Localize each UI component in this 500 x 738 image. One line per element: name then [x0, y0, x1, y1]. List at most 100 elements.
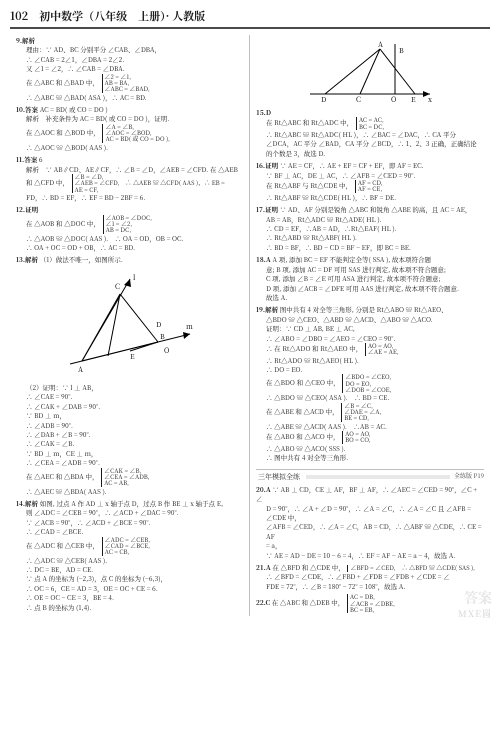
line: 故选 A.	[266, 293, 484, 302]
line: ∴ 图中共有 4 对全等三角形.	[266, 453, 484, 462]
q9: 9.解析 理由：∵ AD、BC 分别平分 ∠CAB、∠DBA， ∴ ∠CAB =…	[16, 36, 243, 102]
line: ∴ △AOB ≌ △DOC( AAS ). ∴ OA = OD，OB = OC.	[26, 234, 243, 243]
line: ∴ ∠CAE = 90°.	[26, 392, 243, 401]
q21: 21.A 在 △BFD 和 △CDE 中， ∠BFD = ∠CED, ∴ △BF…	[256, 563, 484, 591]
line: 在 △ADC 和 △CEB 中， ∠ADC = ∠CEB,∠CAD = ∠BCE…	[26, 537, 243, 556]
line: ∴ △ABE ≌ △ACD( AAS ). ∴AB = AC.	[266, 422, 484, 431]
line: ∴ Rt△ABF ≌ Rt△CDE( HL )，∴ BF = DE.	[266, 193, 484, 202]
line: 在 △AOB 和 △DOC 中， ∠AOB = ∠DOC,∠1 = ∠2,AB …	[26, 215, 243, 234]
q20-lead: ∵ AB ⊥ CD，CE ⊥ AF，BF ⊥ AF，∴ ∠AEC = ∠CED …	[256, 485, 477, 503]
line: ∴ 在 Rt△ADO 和 Rt△AEO 中， AO = AO,∠AE = AE,	[266, 343, 484, 356]
q14-label: 14.解析	[16, 499, 38, 508]
svg-text:O: O	[164, 346, 169, 356]
q20-body: D = 90°，∴ ∠A + ∠D = 90°，∴ ∠A = ∠C，∴ ∠A =…	[256, 504, 484, 561]
svg-text:D: D	[156, 320, 161, 330]
q21-lead: 在 △BFD 和 △CDE 中， ∠BFD = ∠CED, ∴ △BFD ≌ △…	[272, 563, 478, 572]
q22: 22.C 在 △ABC 和 △DEB 中， AC = DB,∠ACB = ∠DB…	[256, 594, 484, 613]
line: ∴ CD = EF，∴AB = AD，∴Rt△EAF( HL ).	[266, 224, 484, 233]
q20-label: 20.A	[256, 485, 271, 494]
svg-text:E: E	[130, 352, 135, 362]
column-right: D C O E x A B 15.D 在 Rt△ABC 和 Rt△ADC 中， …	[250, 35, 490, 616]
q19-label: 19.解析	[256, 305, 278, 314]
line: ∴ ∠CAK = ∠B.	[26, 439, 243, 448]
q10: 10.答案 AC = BD( 或 CO = DO ) 解析 补充条件为 AC =…	[16, 105, 243, 152]
q17-lead: ∵ AD、AF 分别是锐角 △ABC 和锐角 △ABE 的高，且 AC = AE…	[280, 205, 472, 214]
line: ∴ △ABO ≌ △ACO( SSS ).	[266, 444, 484, 453]
q16-body: ∵ BF ⊥ AC，DE ⊥ AC，∴ ∠AFB = ∠CED = 90°. 在…	[256, 171, 484, 202]
q13: 13.解析 （1）做法不唯一，如图所示. A B	[16, 255, 243, 496]
brace: ∠BDO = ∠CEO,DO = EO,∠DOB = ∠COE,	[342, 374, 393, 393]
line: ∴ △AEC ≌ △BDA( AAS ).	[26, 487, 243, 496]
line: ∴ DC = BE，AD = CE.	[26, 565, 243, 574]
q9-label: 9.解析	[16, 36, 35, 45]
line: ∴ OC = 6，CE = AD = 3，OE = OC + CE = 6.	[26, 584, 243, 593]
line: 在 △BDO 和 △CEO 中， ∠BDO = ∠CEO,DO = EO,∠DO…	[266, 374, 484, 393]
line: 理由：∵ AD、BC 分别平分 ∠CAB、∠DBA，	[26, 45, 243, 54]
svg-text:D: D	[321, 95, 326, 104]
line: ∠DCA，AC 平分 ∠BAD，CA 平分 ∠BCD，∴ 1、2、3 正确，正确…	[266, 139, 484, 148]
geom-diagram: A B C D E O m l	[60, 269, 200, 379]
line: 在 △AEC 和 △BDA 中， ∠CAK = ∠B,∠CEA = ∠ADB,A…	[26, 468, 243, 487]
q17: 17.证明 ∵ AD、AF 分别是锐角 △ABC 和锐角 △ABE 的高，且 A…	[256, 205, 484, 252]
q14: 14.解析 如图, 过点 A 作 AD ⊥ x 轴于点 D，过点 B 作 BE …	[16, 499, 243, 612]
line: ∵ BD ⊥ m，CE ⊥ m，	[26, 449, 243, 458]
q10-ans: AC = BD( 或 CO = DO )	[40, 105, 108, 114]
q15: 15.D 在 Rt△ABC 和 Rt△ADC 中， AC = AC,BC = D…	[256, 108, 484, 158]
line: 则 ∠ADC = ∠CEB = 90°，∴ ∠ACD + ∠DAC = 90°.	[26, 508, 243, 517]
line: ∵ AE = AD − DE = 10 − 6 = 4，∴ EF = AF − …	[266, 551, 484, 560]
line: D = 90°，∴ ∠A + ∠D = 90°，∴ ∠A = ∠C，∴ ∠A =…	[266, 504, 484, 523]
line: 解析 补充条件为 AC = BD( 或 CO = DO )，证明.	[26, 114, 243, 123]
line: 意; B 项, 添加 AC = DF 可用 SAS 进行判定, 故本项不符合题意…	[266, 265, 484, 274]
q15-label: 15.D	[256, 108, 271, 117]
svg-text:m: m	[186, 322, 193, 332]
q12-label: 12.证明	[16, 205, 38, 214]
line: ∴ △BDO ≌ △CEO( ASA ). ∴ BD = CE.	[266, 393, 484, 402]
line: ∴ 点 B 的坐标为 (1,4).	[26, 603, 243, 612]
line: 在 △ABE 和 △ACD 中， ∠B = ∠C,∠DAE = ∠A,BE = …	[266, 403, 484, 422]
brace: ∠CAK = ∠B,∠CEA = ∠ADB,AC = AB,	[101, 468, 151, 487]
q22-lead: 在 △ABC 和 △DEB 中， AC = DB,∠ACB = ∠DBE,BC …	[272, 598, 398, 607]
brace: AO = AO,∠AE = AE,	[365, 343, 401, 356]
q19-lead: 图中共有 4 对全等三角形, 分别是 Rt△ABO ≌ Rt△AEO、	[280, 305, 448, 314]
page-header: 102 初中数学（八年级 上册）· 人教版	[10, 8, 490, 29]
brace: ∠ADC = ∠CEB,∠CAD = ∠BCE,AC = CB,	[102, 537, 153, 556]
q11-ans: 6	[39, 155, 43, 164]
line: 解析 ∵ AB∥CD、AE∥CF，∴ ∠B = ∠D，∠AEB = ∠CFD. …	[26, 165, 243, 174]
line: ∵ ∠ACB = 90°，∴ ∠ACD + ∠BCE = 90°.	[26, 518, 243, 527]
line: ∴ OA + OC = OD + OB，∴ AC = BD.	[26, 243, 243, 252]
q17-label: 17.证明	[256, 205, 278, 214]
q12: 12.证明 在 △AOB 和 △DOC 中， ∠AOB = ∠DOC,∠1 = …	[16, 205, 243, 252]
svg-text:A: A	[78, 365, 83, 375]
line: 又 ∠1 = ∠2，∴ ∠CAB = ∠DBA.	[26, 64, 243, 73]
line: 在 △ABO 和 △ACO 中， AO = AO,BO = CO,	[266, 431, 484, 444]
line: △BDO ≌ △CEO、△ABD ≌ △ACD、△ABO ≌ △ACO.	[266, 315, 484, 324]
brace: AO = AO,BO = CO,	[342, 431, 373, 444]
svg-text:E: E	[411, 95, 416, 104]
q21-label: 21.A	[256, 563, 271, 572]
svg-text:l: l	[133, 273, 136, 283]
q17-body: AB = AB，Rt△ADC ≌ Rt△ADE( HL ). ∴ CD = EF…	[256, 215, 484, 253]
q11-body: 解析 ∵ AB∥CD、AE∥CF，∴ ∠B = ∠D，∠AEB = ∠CFD. …	[16, 165, 243, 203]
q20: 20.A ∵ AB ⊥ CD，CE ⊥ AF，BF ⊥ AF，∴ ∠AEC = …	[256, 485, 484, 560]
line: ∴ Rt△ABC ≌ Rt△ADC( HL )，∴ ∠BAC = ∠DAC，∴ …	[266, 130, 484, 139]
line: （2）证明：∵ l ⊥ AB，	[26, 383, 243, 392]
svg-text:O: O	[391, 95, 396, 104]
line: AB = AB，Rt△ADC ≌ Rt△ADE( HL ).	[266, 215, 484, 224]
line: ∴ ∠CAB = 2∠1，∠DBA = 2∠2.	[26, 55, 243, 64]
brace: ∠AOB = ∠DOC,∠1 = ∠2,AB = DC,	[103, 215, 155, 234]
brace: AC = DB,∠ACB = ∠DBE,BC = EB,	[347, 594, 397, 613]
sep-right: 全练版 P19	[454, 472, 484, 481]
svg-text:B: B	[399, 46, 404, 56]
line: D 项, 添加 ∠ACB = ∠DFE 可用 AAS 进行判定, 故本项不符合题…	[266, 284, 484, 293]
q14-lead: 如图, 过点 A 作 AD ⊥ x 轴于点 D，过点 B 作 BE ⊥ x 轴于…	[40, 499, 223, 508]
line: ∴ △ADC ≌ △CEB( AAS ).	[26, 556, 243, 565]
line: ∴ Rt△ABD ≌ Rt△ABF( HL ).	[266, 233, 484, 242]
brace: ∠A = ∠B,∠AOC = ∠BOD,AC = BD( 或 CO = DO )…	[102, 124, 172, 143]
q10-label: 10.答案	[16, 105, 38, 114]
line: ∴ OE = OC − CE = 3，BE = 4.	[26, 593, 243, 602]
q18-body: 意; B 项, 添加 AC = DF 可用 SAS 进行判定, 故本项不符合题意…	[256, 265, 484, 303]
q9-body: 理由：∵ AD、BC 分别平分 ∠CAB、∠DBA， ∴ ∠CAB = 2∠1，…	[16, 45, 243, 102]
q19: 19.解析 图中共有 4 对全等三角形, 分别是 Rt△ABO ≌ Rt△AEO…	[256, 305, 484, 462]
line: ∵ 点 A 的坐标为 (−2,3)，点 C 的坐标为 (−6,3)，	[26, 574, 243, 583]
q16-label: 16.证明	[256, 161, 278, 170]
